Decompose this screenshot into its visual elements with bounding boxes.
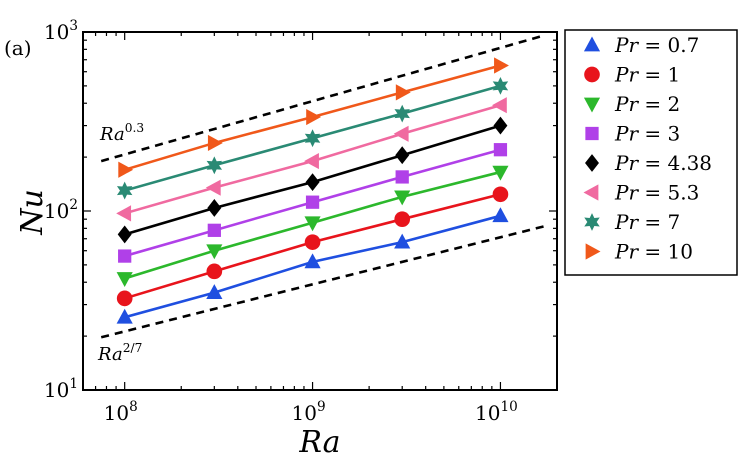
data-point-3-0 [118,249,132,263]
x-axis-label: Ra [298,425,340,460]
panel-label: (a) [4,36,32,60]
legend-marker-5 [583,184,599,201]
legend-label-3: Pr = 3 [614,122,680,146]
x-tick-label-1: 109 [292,399,326,425]
data-point-2-2 [304,216,321,232]
data-point-5-1 [205,179,221,196]
data-point-3-2 [305,195,320,209]
data-point-1-2 [304,234,321,250]
data-point-3-4 [493,143,508,157]
data-point-0-1 [206,284,223,299]
legend-label-7: Pr = 10 [614,240,693,264]
data-point-5-2 [304,153,319,170]
legend-marker-4 [585,154,599,172]
data-point-7-4 [494,57,509,74]
legend-label-1: Pr = 1 [614,63,680,87]
data-point-2-1 [206,244,223,260]
data-point-1-4 [492,186,509,203]
data-point-2-0 [116,272,133,287]
data-point-5-0 [116,205,132,222]
y-axis-label: Nu [15,189,50,236]
data-point-2-3 [394,190,411,206]
y-tick-label-2: 103 [44,18,78,44]
y-tick-label-1: 102 [44,197,78,223]
data-point-0-3 [394,233,411,249]
data-point-1-0 [116,290,133,307]
data-point-4-1 [207,199,222,217]
legend-marker-3 [585,126,599,141]
plot-frame [82,31,558,391]
legend-label-0: Pr = 0.7 [614,33,699,57]
legend-label-2: Pr = 2 [614,92,680,116]
data-point-0-0 [116,308,133,324]
data-point-7-1 [207,134,223,152]
data-point-6-0 [116,181,133,200]
legend-marker-1 [584,66,600,83]
x-tick-label-2: 1010 [475,399,518,425]
data-point-3-3 [395,170,409,184]
data-point-6-2 [304,129,321,148]
reference-label-lower: Ra2/7 [97,341,142,365]
data-point-6-1 [206,156,223,175]
data-point-7-3 [395,84,411,101]
legend-label-4: Pr = 4.38 [614,151,712,175]
data-point-4-4 [493,116,508,135]
legend-marker-0 [583,36,601,52]
data-point-3-1 [207,223,221,237]
data-point-5-4 [491,97,507,114]
data-point-4-3 [395,146,410,165]
legend-label-5: Pr = 5.3 [614,181,699,205]
reference-line-lower [100,225,545,339]
data-point-7-0 [118,161,134,178]
legend-marker-7 [585,243,601,260]
data-point-4-0 [117,225,132,244]
y-tick-label-0: 101 [44,376,78,402]
legend-marker-6 [584,213,600,231]
data-point-1-3 [394,211,411,228]
data-point-5-3 [393,125,409,142]
data-point-2-4 [492,165,509,181]
data-point-0-4 [492,207,509,223]
legend-label-6: Pr = 7 [614,210,680,234]
data-point-6-3 [394,104,410,123]
data-point-4-2 [305,173,320,192]
reference-label-upper: Ra0.3 [99,121,144,145]
data-point-7-2 [306,108,322,126]
legend-marker-2 [583,97,601,113]
data-point-0-2 [304,253,321,269]
data-point-6-4 [492,76,509,95]
data-point-1-1 [206,263,223,280]
reference-line-upper [100,34,545,163]
x-tick-label-0: 108 [104,399,138,425]
